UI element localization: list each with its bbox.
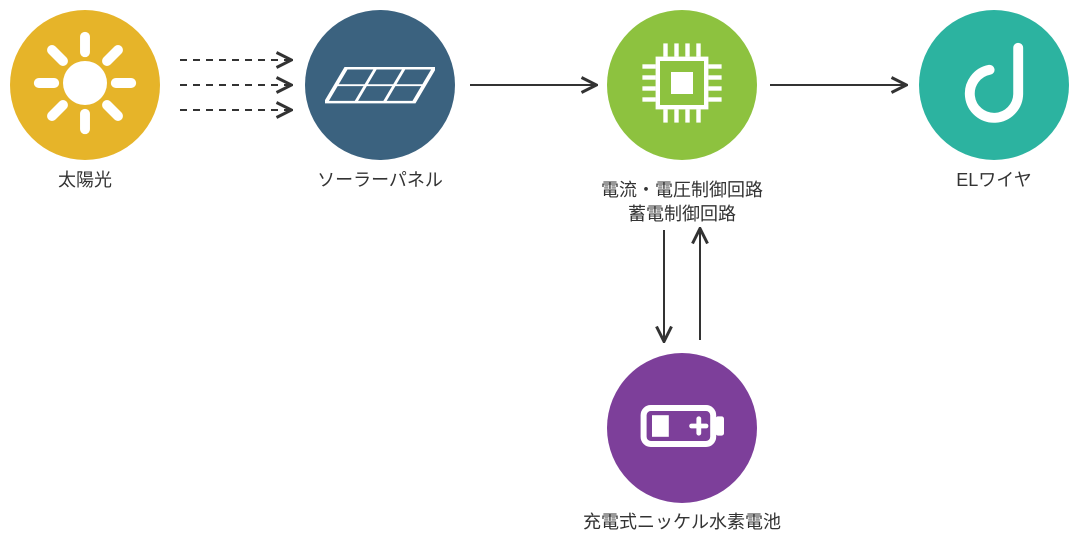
battery-icon	[622, 366, 742, 491]
label-elwire: ELワイヤ	[844, 168, 1090, 192]
solar-panel-icon	[325, 28, 435, 143]
chip-icon	[627, 28, 737, 143]
node-sun	[10, 10, 160, 160]
node-battery	[607, 353, 757, 503]
label-controller: 電流・電圧制御回路 蓄電制御回路	[532, 178, 832, 227]
label-sun: 太陽光	[0, 168, 235, 192]
label-panel: ソーラーパネル	[230, 168, 530, 192]
node-controller	[607, 10, 757, 160]
label-battery: 充電式ニッケル水素電池	[532, 510, 832, 534]
node-panel	[305, 10, 455, 160]
el-wire-icon	[939, 28, 1049, 143]
node-elwire	[919, 10, 1069, 160]
sun-icon	[30, 28, 140, 143]
